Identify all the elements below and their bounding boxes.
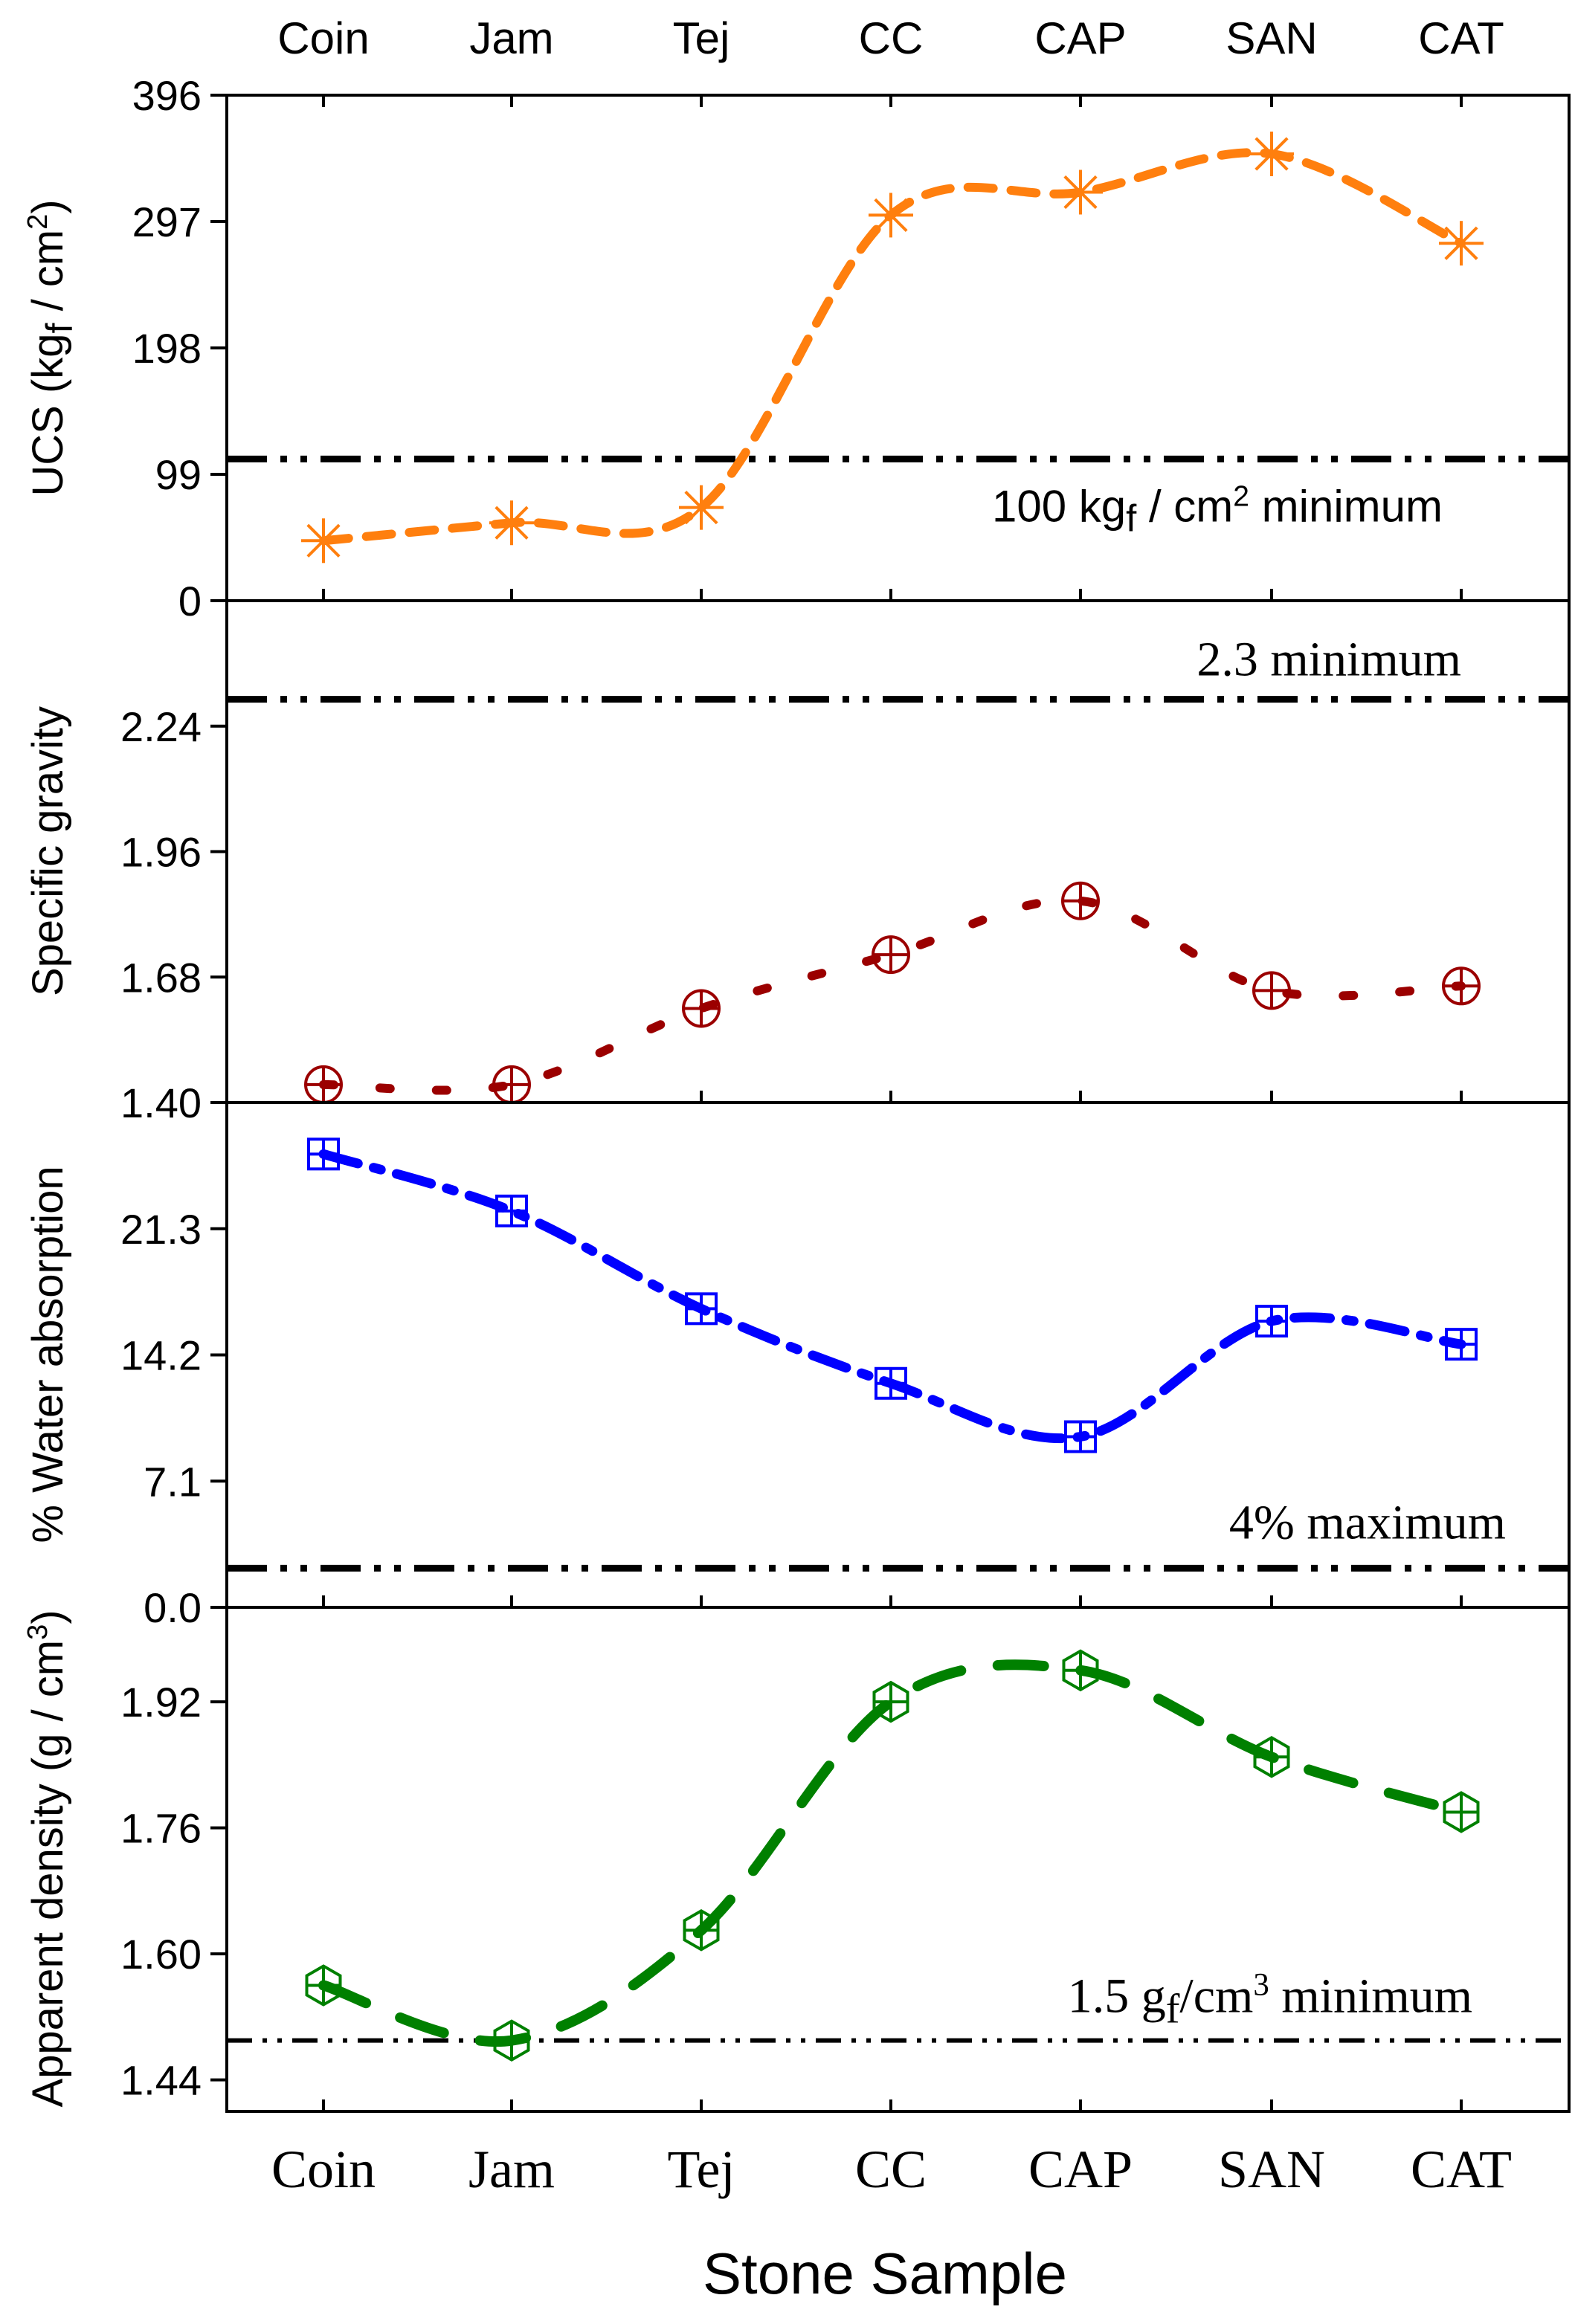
specific-gravity-point-1198	[872, 935, 910, 975]
bottom-category-label: SAN	[1218, 2140, 1325, 2199]
water-absorption-y-tick-label: 7.1	[144, 1458, 202, 1505]
bottom-category-label: CAP	[1028, 2140, 1133, 2199]
ucs-point-1453	[1058, 170, 1103, 215]
apparent-density-point-1198	[872, 1680, 909, 1723]
specific-gravity-point-1710	[1252, 971, 1291, 1010]
water-absorption-y-axis-title: % Water absorption	[24, 1166, 72, 1543]
apparent-density-point-1710	[1253, 1735, 1290, 1778]
bottom-category-label: Coin	[271, 2140, 376, 2199]
water-absorption-y-tick-label: 0.0	[144, 1584, 202, 1631]
apparent-density-y-tick-label: 1.44	[120, 2057, 202, 2104]
panel-specific-gravity: 1.40 1.68 1.96 2.24 Specific gravity 2.3 mini…	[24, 599, 1571, 1126]
ucs-y-tick-label: 99	[155, 451, 202, 498]
ucs-y-axis-title: UCS (kgf / cm2)	[22, 199, 80, 496]
apparent-density-point-688	[493, 2019, 530, 2062]
water-absorption-y-tick-label: 14.2	[120, 1332, 202, 1379]
specific-gravity-point-943	[682, 989, 721, 1028]
top-category-label: Coin	[277, 13, 369, 63]
apparent-density-point-1453	[1062, 1649, 1099, 1692]
top-category-label: Jam	[469, 13, 553, 63]
bottom-category-label: CAT	[1411, 2140, 1512, 2199]
top-category-label: Tej	[673, 13, 730, 63]
ucs-point-688	[489, 500, 534, 546]
specific-gravity-threshold-label: 2.3 minimum	[1196, 633, 1461, 687]
apparent-density-y-tick-label: 1.92	[120, 1679, 202, 1726]
specific-gravity-y-tick-label: 1.40	[120, 1079, 202, 1126]
top-category-label: CAP	[1034, 13, 1126, 63]
apparent-density-point-1965	[1443, 1791, 1480, 1833]
ucs-point-435	[301, 518, 346, 564]
apparent-density-y-tick-label: 1.60	[120, 1931, 202, 1978]
panels-group: 0 99 198 297 396 UCS (kgf / cm2) 100 kgf / cm2…	[22, 72, 1571, 2113]
apparent-density-y-axis-title: Apparent density (g / cm3)	[22, 1610, 72, 2107]
top-category-labels: Coin Jam Tej CC CAP SAN CAT	[277, 13, 1504, 63]
specific-gravity-point-435	[304, 1065, 343, 1104]
bottom-category-labels: Coin Jam Tej CC CAP SAN CAT	[271, 2140, 1512, 2199]
bottom-category-label: Tej	[668, 2140, 735, 2199]
specific-gravity-point-1453	[1061, 881, 1100, 920]
water-absorption-threshold-label: 4% maximum	[1229, 1495, 1506, 1549]
water-absorption-point-1710	[1255, 1305, 1288, 1338]
apparent-density-plot-frame	[225, 1606, 1571, 2113]
water-absorption-point-435	[307, 1137, 340, 1171]
specific-gravity-y-axis-title: Specific gravity	[24, 706, 72, 996]
top-category-label: CC	[859, 13, 924, 63]
water-absorption-y-tick-label: 21.3	[120, 1206, 202, 1253]
specific-gravity-point-688	[492, 1065, 531, 1104]
panel-water-absorption: 0.0 7.1 14.2 21.3 % Water absorption 4% maxim…	[24, 1101, 1571, 1631]
specific-gravity-y-tick-label: 2.24	[120, 703, 202, 750]
top-category-label: SAN	[1225, 13, 1317, 63]
specific-gravity-y-tick-label: 1.96	[120, 829, 202, 876]
x-axis-title: Stone Sample	[703, 2241, 1067, 2306]
apparent-density-point-435	[305, 1964, 342, 2007]
water-absorption-point-1453	[1064, 1420, 1097, 1453]
ucs-point-1198	[869, 193, 913, 238]
ucs-point-943	[679, 485, 724, 530]
ucs-point-1710	[1249, 131, 1294, 176]
ucs-y-tick-label: 198	[132, 325, 202, 372]
ucs-y-tick-label: 0	[178, 578, 202, 624]
apparent-density-threshold-label: 1.5 gf/cm3 minimum	[1068, 1967, 1472, 2033]
top-category-label: CAT	[1418, 13, 1504, 63]
apparent-density-y-tick-label: 1.76	[120, 1805, 202, 1852]
ucs-y-tick-label: 396	[132, 72, 202, 119]
ucs-threshold-label: 100 kgf / cm2 minimum	[992, 480, 1443, 539]
bottom-category-label: Jam	[468, 2140, 555, 2199]
water-absorption-point-943	[685, 1292, 718, 1326]
apparent-density-point-943	[683, 1908, 720, 1952]
panel-apparent-density: 1.44 1.60 1.76 1.92 Apparent density (g / cm…	[22, 1606, 1571, 2113]
bottom-category-label: CC	[855, 2140, 927, 2199]
specific-gravity-y-tick-label: 1.68	[120, 954, 202, 1001]
water-absorption-point-688	[495, 1194, 528, 1227]
ucs-point-1965	[1439, 221, 1484, 266]
ucs-y-tick-label: 297	[132, 198, 202, 245]
specific-gravity-point-1965	[1442, 966, 1481, 1006]
panel-ucs: 0 99 198 297 396 UCS (kgf / cm2) 100 kgf / cm2…	[22, 72, 1571, 624]
water-absorption-point-1965	[1445, 1328, 1478, 1361]
water-absorption-point-1198	[875, 1366, 907, 1400]
